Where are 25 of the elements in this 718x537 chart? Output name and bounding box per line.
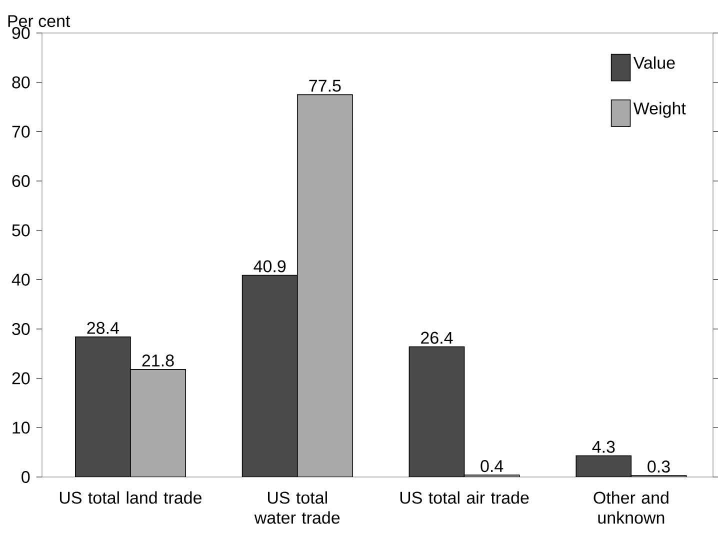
y-tick-label: 80 bbox=[12, 76, 30, 88]
y-axis-title: Per cent bbox=[8, 15, 70, 28]
y-tick-label: 60 bbox=[12, 174, 30, 188]
y-tick-label: 30 bbox=[12, 322, 30, 336]
y-tick-label: 70 bbox=[12, 126, 30, 138]
legend-label: Value bbox=[633, 56, 675, 69]
y-tick-label: 50 bbox=[12, 224, 30, 236]
data-label: 77.5 bbox=[309, 80, 341, 92]
data-label: 0.3 bbox=[648, 460, 670, 473]
y-tick-label: 20 bbox=[12, 372, 30, 384]
data-label: 21.8 bbox=[142, 354, 174, 367]
data-label: 40.9 bbox=[254, 260, 286, 272]
data-label: 4.3 bbox=[592, 440, 615, 453]
data-label: 26.4 bbox=[421, 332, 453, 344]
y-tick-label: 0 bbox=[22, 470, 30, 484]
legend-label: Weight bbox=[633, 102, 686, 118]
y-tick-label: 90 bbox=[12, 26, 30, 40]
data-label: 28.4 bbox=[87, 322, 119, 334]
y-tick-label: 10 bbox=[12, 422, 30, 434]
y-tick-label: 40 bbox=[12, 274, 30, 286]
x-tick-label: US total land trade bbox=[60, 491, 202, 504]
x-tick-label: Other and unknown bbox=[594, 491, 668, 524]
data-label: 0.4 bbox=[480, 460, 504, 472]
x-tick-label: US total water trade bbox=[254, 491, 340, 524]
x-tick-label: US total air trade bbox=[400, 491, 529, 504]
